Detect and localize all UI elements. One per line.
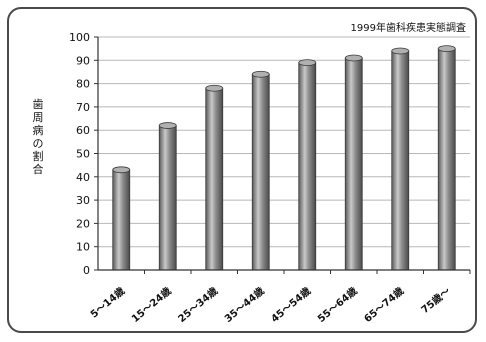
y-tick-labels: 0 10 20 30 40 50 60 70 80 90 100 xyxy=(69,31,90,277)
bar xyxy=(205,84,224,271)
x-category-label: 5～14歳 xyxy=(88,284,128,320)
grid-lines xyxy=(94,36,470,271)
y-axis-label-char: 合 xyxy=(33,162,44,176)
x-category-label: 65～74歳 xyxy=(361,284,406,325)
x-category-label: 25～34歳 xyxy=(175,284,220,325)
y-axis-label-char: 病 xyxy=(33,123,44,137)
x-category-label: 45～54歳 xyxy=(268,284,313,325)
bar xyxy=(112,166,131,271)
y-tick-label: 10 xyxy=(76,241,90,254)
x-category-label: 15～24歳 xyxy=(129,284,174,325)
y-tick-label: 40 xyxy=(76,171,90,184)
y-tick-label: 20 xyxy=(76,217,90,230)
bar xyxy=(158,122,177,271)
y-axis-label-char: 周 xyxy=(33,111,44,124)
y-tick-label: 70 xyxy=(76,101,90,114)
y-tick-label: 50 xyxy=(76,148,90,161)
bar xyxy=(298,59,317,271)
bar xyxy=(251,70,270,271)
x-category-label: 55～64歳 xyxy=(315,284,360,325)
y-tick-label: 80 xyxy=(76,78,90,91)
chart-title: 1999年歯科疾患実態調査 xyxy=(351,21,466,34)
axes xyxy=(97,37,471,274)
bar xyxy=(391,47,410,271)
bars xyxy=(112,45,456,271)
y-tick-label: 0 xyxy=(83,264,90,277)
y-tick-label: 60 xyxy=(76,124,90,137)
y-tick-label: 90 xyxy=(76,54,90,67)
x-category-labels: 5～14歳 15～24歳 25～34歳 35～44歳 45～54歳 55～64歳 65～74… xyxy=(88,284,453,325)
y-axis-label-char: 割 xyxy=(33,149,44,163)
y-axis-label-char: 歯 xyxy=(33,98,44,111)
x-category-label: 35～44歳 xyxy=(222,284,267,325)
y-axis-label-char: の xyxy=(33,137,44,150)
bar xyxy=(344,54,363,271)
y-tick-label: 100 xyxy=(69,31,90,44)
bar xyxy=(437,45,456,271)
x-category-label: 75歳～ xyxy=(418,284,452,316)
y-tick-label: 30 xyxy=(76,194,90,207)
